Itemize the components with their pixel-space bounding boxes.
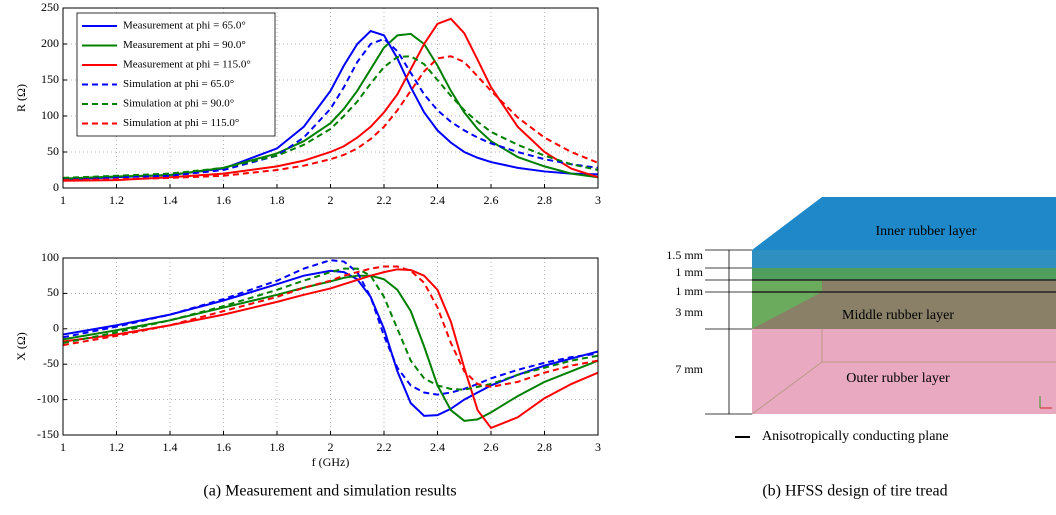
legend-label: Simulation at phi = 115.0°: [123, 117, 239, 129]
x-tick-label: 2.8: [537, 193, 552, 207]
series-line: [63, 17, 598, 182]
y-tick-label: -100: [37, 391, 59, 405]
dimension-lines: [705, 249, 752, 415]
x-tick-label: 1.4: [163, 440, 178, 454]
y-axis-label: R (Ω): [14, 84, 28, 112]
x-tick-label: 1.6: [216, 193, 231, 207]
y-tick-label: 50: [47, 285, 59, 299]
dimension-label: 1 mm: [675, 265, 703, 279]
layer-label: Outer rubber layer: [846, 371, 950, 386]
series-line: [63, 259, 598, 396]
y-tick-label: 50: [47, 144, 59, 158]
x-tick-label: 2: [328, 440, 334, 454]
x-tick-label: 2.4: [430, 193, 445, 207]
y-tick-label: -150: [37, 427, 59, 441]
x-tick-label: 3: [595, 193, 601, 207]
inner-layer-front: [752, 250, 1056, 268]
legend-box: [76, 12, 276, 137]
layer-label: Middle rubber layer: [842, 308, 954, 323]
legend: Measurement at phi = 65.0° Measurement at…: [76, 12, 276, 137]
y-tick-label: 200: [41, 36, 59, 50]
x-tick-label: 2.6: [484, 193, 499, 207]
tire-diagram: Inner rubber layer Middle rubber layer O…: [666, 197, 1056, 444]
x-tick-label: 3: [595, 440, 601, 454]
layer-label: Inner rubber layer: [875, 224, 976, 239]
plane-layer: [752, 268, 1056, 280]
x-tick-label: 2.8: [537, 440, 552, 454]
x-axis-label: f (GHz): [312, 455, 350, 469]
plot-frame: [62, 7, 599, 189]
inner-layer-top: [752, 197, 1056, 250]
y-tick-label: 100: [41, 108, 59, 122]
y-tick-label: -50: [43, 356, 59, 370]
legend-label: Measurement at phi = 65.0°: [123, 20, 246, 32]
legend-label: Anisotropically conducting plane: [762, 429, 949, 444]
x-tick-label: 1.8: [270, 193, 285, 207]
series-line: [63, 267, 598, 391]
series-line: [63, 29, 598, 181]
y-tick-label: 150: [41, 72, 59, 86]
legend-label: Simulation at phi = 90.0°: [123, 98, 234, 110]
legend-label: Measurement at phi = 90.0°: [123, 39, 246, 51]
series-line: [63, 37, 598, 180]
x-tick-label: 2.6: [484, 440, 499, 454]
x-tick-label: 1: [60, 193, 66, 207]
y-axis-label: X (Ω): [14, 332, 28, 361]
outer-layer-front: [752, 329, 1056, 414]
y-tick-label: 100: [41, 250, 59, 264]
y-tick-label: 250: [41, 0, 59, 14]
y-tick-label: 0: [53, 321, 59, 335]
series-line: [63, 55, 598, 182]
x-tick-label: 1.4: [163, 193, 178, 207]
plot-frame: [62, 257, 599, 436]
x-tick-label: 1.2: [109, 440, 124, 454]
x-tick-label: 1.6: [216, 440, 231, 454]
x-tick-label: 1.2: [109, 193, 124, 207]
axis-icon: [1039, 396, 1052, 409]
y-tick-label: 0: [53, 180, 59, 194]
legend-label: Measurement at phi = 115.0°: [123, 59, 251, 71]
caption: (a) Measurement and simulation results: [203, 483, 456, 500]
series-line: [63, 55, 598, 179]
x-tick-label: 2.2: [377, 193, 392, 207]
dimension-label: 1.5 mm: [666, 248, 703, 262]
series-line: [63, 265, 598, 388]
dimension-label: 3 mm: [675, 305, 703, 319]
caption: (b) HFSS design of tire tread: [762, 483, 947, 500]
x-tick-label: 2.2: [377, 440, 392, 454]
series-line: [63, 274, 598, 422]
x-tick-label: 2: [328, 193, 334, 207]
x-tick-label: 1: [60, 440, 66, 454]
legend-label: Simulation at phi = 65.0°: [123, 78, 234, 90]
dimension-label: 7 mm: [675, 362, 703, 376]
x-tick-label: 1.8: [270, 440, 285, 454]
series-line: [63, 268, 598, 430]
x-tick-label: 2.4: [430, 440, 445, 454]
edge: [751, 361, 823, 415]
dimension-label: 1 mm: [675, 284, 703, 298]
